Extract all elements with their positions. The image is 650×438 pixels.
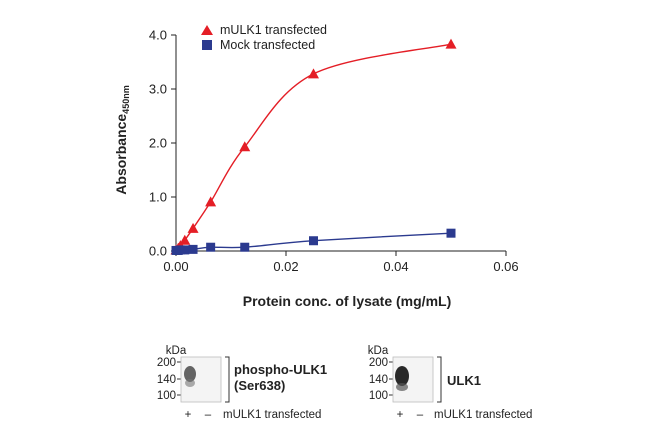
y-tick-label: 1.0 xyxy=(149,190,167,205)
point-mock xyxy=(309,236,318,246)
blot2-lane-minus: – xyxy=(417,409,424,421)
blot1-marker-100: 100 xyxy=(157,390,176,402)
blot1-bracket xyxy=(225,356,230,403)
blot1-marker-140: 140 xyxy=(157,374,176,386)
blot1-band-lane1 xyxy=(184,366,196,382)
point-mulk1 xyxy=(187,222,199,233)
legend-marker-mulk1 xyxy=(201,25,213,35)
x-tick-label: 0.04 xyxy=(383,259,408,274)
blot1-protein-label-2: (Ser638) xyxy=(234,378,285,393)
y-axis-label-sub: 450nm xyxy=(121,85,131,114)
chart-axes: 0.00 0.02 0.04 0.06 0.0 1.0 2.0 3.0 4.0 xyxy=(149,28,519,275)
legend-label-mulk1: mULK1 transfected xyxy=(220,23,327,37)
western-blot-ulk1: kDa 200 140 100 ULK1 + – mULK1 transfect… xyxy=(368,345,533,421)
blot2-lane-caption: mULK1 transfected xyxy=(434,409,532,421)
blot1-marker-200: 200 xyxy=(157,357,176,369)
y-tick-label: 3.0 xyxy=(149,82,167,97)
legend-label-mock: Mock transfected xyxy=(220,38,315,52)
blot2-bracket xyxy=(437,356,442,403)
point-mulk1 xyxy=(445,38,457,49)
y-tick-label: 0.0 xyxy=(149,244,167,259)
blot2-marker-140: 140 xyxy=(369,374,388,386)
point-mock xyxy=(188,244,198,254)
point-mulk1 xyxy=(179,234,191,245)
svg-text:Absorbance450nm: Absorbance450nm xyxy=(113,85,131,194)
point-mulk1 xyxy=(205,196,217,207)
blot1-lane-caption: mULK1 transfected xyxy=(223,409,321,421)
point-mock xyxy=(240,242,250,252)
blot1-lane-minus: – xyxy=(205,409,212,421)
y-tick-label: 2.0 xyxy=(149,136,167,151)
blot2-band-lane1 xyxy=(395,366,409,386)
x-tick-label: 0.02 xyxy=(273,259,298,274)
x-tick-label: 0.06 xyxy=(493,259,518,274)
blot1-kda-label: kDa xyxy=(166,345,187,357)
point-mock xyxy=(206,242,216,252)
blot1-protein-label: phospho-ULK1 xyxy=(234,362,327,377)
y-tick-label: 4.0 xyxy=(149,28,167,43)
x-tick-label: 0.00 xyxy=(163,259,188,274)
blot2-protein-label: ULK1 xyxy=(447,373,481,388)
data-markers xyxy=(170,38,457,255)
point-mock xyxy=(180,245,190,255)
blot2-marker-100: 100 xyxy=(369,390,388,402)
y-axis-label: Absorbance450nm xyxy=(113,85,131,194)
point-mock xyxy=(446,228,456,238)
x-axis-label: Protein conc. of lysate (mg/mL) xyxy=(243,293,451,309)
blot2-kda-label: kDa xyxy=(368,345,389,357)
blot1-lane-plus: + xyxy=(185,409,192,421)
blot2-lane-plus: + xyxy=(397,409,404,421)
legend-marker-mock xyxy=(202,40,212,50)
y-axis-label-main: Absorbance xyxy=(113,114,129,195)
legend: mULK1 transfected Mock transfected xyxy=(201,23,327,52)
point-mulk1 xyxy=(308,68,319,79)
blot2-marker-200: 200 xyxy=(369,357,388,369)
western-blot-phospho-ulk1: kDa 200 140 100 phospho-ULK1 (Ser638) + … xyxy=(157,345,327,421)
point-mulk1 xyxy=(239,141,251,152)
